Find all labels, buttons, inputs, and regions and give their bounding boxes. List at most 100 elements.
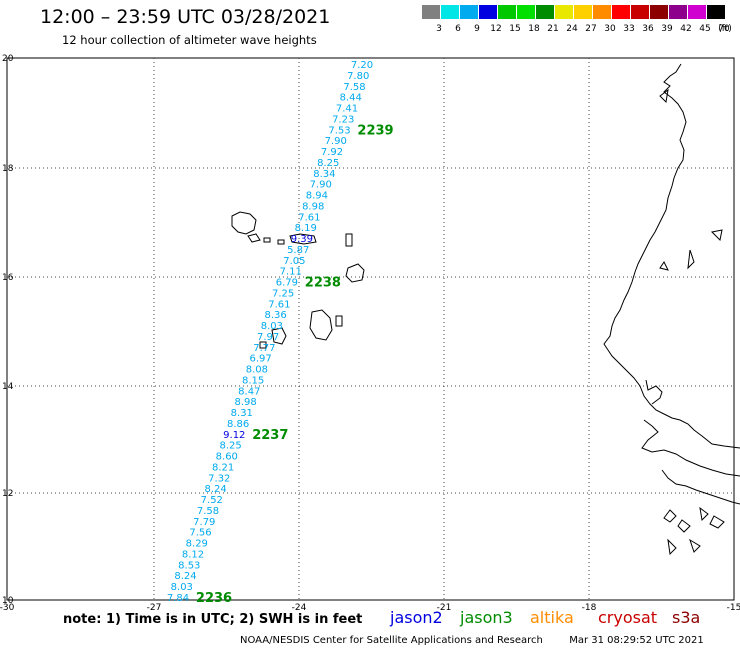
wave-height-label: 7.61 (298, 212, 320, 223)
wave-height-label: 6.79 (276, 278, 298, 289)
wave-height-label: 8.08 (246, 365, 268, 376)
island-santiago (309, 309, 333, 341)
wave-height-label: 7.84 (167, 593, 189, 604)
colorbar-label: 9 (474, 24, 480, 34)
wave-height-label: 7.05 (283, 256, 305, 267)
wave-height-label: 7.41 (336, 104, 358, 115)
colorbar-swatch (479, 5, 497, 19)
lat-tick-label: 20 (2, 54, 14, 64)
wave-height-label: 9.12 (223, 430, 245, 441)
colorbar-swatch (612, 5, 630, 19)
wave-height-label: 8.25 (219, 441, 241, 452)
wave-height-label: 7.61 (268, 299, 290, 310)
wave-height-label: 7.97 (257, 332, 279, 343)
wave-height-label: 5.87 (287, 245, 309, 256)
island-sao-vicente (247, 233, 261, 243)
wave-height-label: 8.98 (234, 397, 256, 408)
lon-tick-label: -24 (292, 603, 307, 613)
wave-height-label: 8.29 (186, 539, 208, 550)
colorbar-swatch (631, 5, 649, 19)
island-sal (345, 233, 353, 247)
colorbar-label: 39 (661, 24, 673, 34)
units-note: note: 1) Time is in UTC; 2) SWH is in fe… (63, 612, 363, 627)
map-subtitle: 12 hour collection of altimeter wave hei… (62, 33, 317, 47)
colorbar-swatch (593, 5, 611, 19)
wave-height-label: 8.25 (317, 158, 339, 169)
colorbar-label: 15 (509, 24, 520, 34)
wave-height-label: 8.24 (204, 484, 226, 495)
coast-detail-a (659, 88, 723, 271)
mission-jason3: jason3 (460, 608, 513, 627)
colorbar-swatch (707, 5, 725, 19)
lon-tick-label: -21 (437, 603, 452, 613)
wave-height-label: 8.47 (238, 386, 260, 397)
colorbar-swatch (650, 5, 668, 19)
wave-height-label: 8.94 (306, 191, 328, 202)
colorbar-swatch (498, 5, 516, 19)
colorbar-swatch (688, 5, 706, 19)
wave-height-label: 7.92 (321, 147, 343, 158)
wave-height-label: 8.24 (174, 571, 196, 582)
island-boa-vista (345, 263, 365, 283)
footer-credit: NOAA/NESDIS Center for Satellite Applica… (240, 635, 704, 646)
graticule: -30 -27 -24 -21 -18 -15 20 18 16 14 12 10 (0, 54, 740, 613)
island-brava (259, 341, 267, 349)
colorbar-label: 42 (680, 24, 691, 34)
coast-islands-south (661, 469, 740, 505)
pass-time-label: 2237 (252, 428, 288, 443)
island-santa-luzia (263, 237, 285, 245)
wave-height-label: 8.03 (261, 321, 283, 332)
pass-time-label: 2239 (357, 123, 393, 138)
island-fogo (271, 327, 287, 345)
wave-height-label: 8.19 (295, 223, 317, 234)
altimeter-track: 7.207.807.588.447.417.237.537.907.928.25… (167, 60, 373, 604)
wave-height-label: 8.98 (302, 201, 324, 212)
pass-time-labels: 2239 2238 2237 2236 (196, 123, 394, 606)
wave-height-label: 8.34 (313, 169, 335, 180)
island-sao-nicolau (289, 233, 317, 245)
mission-jason2: jason2 (390, 608, 443, 627)
coast-islands-guinea (663, 506, 725, 556)
wave-height-label: 7.58 (197, 506, 219, 517)
footer-timestamp: Mar 31 08:29:52 UTC 2021 (569, 635, 704, 646)
colorbar-label: 3 (436, 24, 442, 34)
lon-tick-label: -18 (582, 603, 597, 613)
wave-height-label: 8.21 (212, 463, 234, 474)
coast-inlet-b (641, 419, 740, 477)
mission-altika: altika (530, 608, 574, 627)
lat-tick-label: 10 (2, 596, 14, 606)
footer-credit-text: NOAA/NESDIS Center for Satellite Applica… (240, 635, 543, 646)
wave-height-label: 8.31 (231, 408, 253, 419)
wave-height-label: 7.77 (253, 343, 275, 354)
mission-s3a: s3a (672, 608, 701, 627)
wave-height-label: 7.90 (310, 180, 332, 191)
colorbar-label: 30 (604, 24, 616, 34)
wave-height-label: 6.97 (249, 354, 271, 365)
african-coastline (603, 63, 740, 449)
wave-height-label: 7.23 (332, 114, 354, 125)
wave-height-label: 8.15 (242, 375, 264, 386)
wave-height-label: 8.53 (178, 560, 200, 571)
colorbar-swatch (574, 5, 592, 19)
wave-height-label: 8.12 (182, 550, 204, 561)
lat-tick-label: 14 (2, 382, 14, 392)
colorbar-swatch (441, 5, 459, 19)
colorbar-swatch (555, 5, 573, 19)
lon-tick-label: -30 (0, 603, 15, 613)
colorbar-label: 33 (623, 24, 634, 34)
wave-height-label: 8.03 (171, 582, 193, 593)
mission-cryosat: cryosat (598, 608, 658, 627)
wave-height-label: 8.36 (264, 310, 286, 321)
wave-height-label: 7.80 (347, 71, 369, 82)
wave-height-label: 9.39 (291, 234, 313, 245)
colorbar-swatch (669, 5, 687, 19)
colorbar-swatch (536, 5, 554, 19)
map-title: 12:00 – 23:59 UTC 03/28/2021 (40, 6, 331, 28)
wave-height-label: 8.44 (340, 93, 362, 104)
lat-tick-label: 16 (2, 273, 14, 283)
lat-tick-label: 12 (2, 489, 13, 499)
colorbar-label: 6 (455, 24, 461, 34)
lon-tick-label: -27 (147, 603, 162, 613)
